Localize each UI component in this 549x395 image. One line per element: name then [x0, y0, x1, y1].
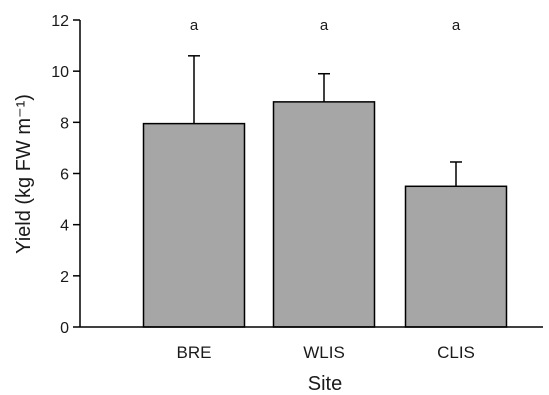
- x-tick-label-bre: BRE: [177, 343, 212, 362]
- bar-clis: [404, 185, 508, 328]
- significance-letter-wlis: a: [320, 17, 329, 34]
- y-axis-title: Yield (kg FW m⁻¹): [13, 94, 35, 254]
- y-tick-label-8: 8: [60, 115, 69, 132]
- y-tick-label-0: 0: [60, 320, 69, 337]
- significance-letter-clis: a: [452, 17, 461, 34]
- significance-letter-bre: a: [190, 17, 199, 34]
- y-tick-label-12: 12: [51, 13, 69, 30]
- x-tick-label-wlis: WLIS: [303, 343, 345, 362]
- bar-wlis: [272, 101, 376, 328]
- y-tick-label-2: 2: [60, 269, 69, 286]
- bar-bre: [142, 122, 246, 328]
- y-tick-label-6: 6: [60, 167, 69, 184]
- y-tick-label-4: 4: [60, 218, 69, 235]
- plot-area: BRE a WLIS a CLIS a 0 2 4 6 8 10 12: [51, 13, 543, 362]
- y-tick-label-10: 10: [51, 64, 69, 81]
- x-tick-label-clis: CLIS: [437, 343, 475, 362]
- x-axis-title: Site: [308, 373, 342, 395]
